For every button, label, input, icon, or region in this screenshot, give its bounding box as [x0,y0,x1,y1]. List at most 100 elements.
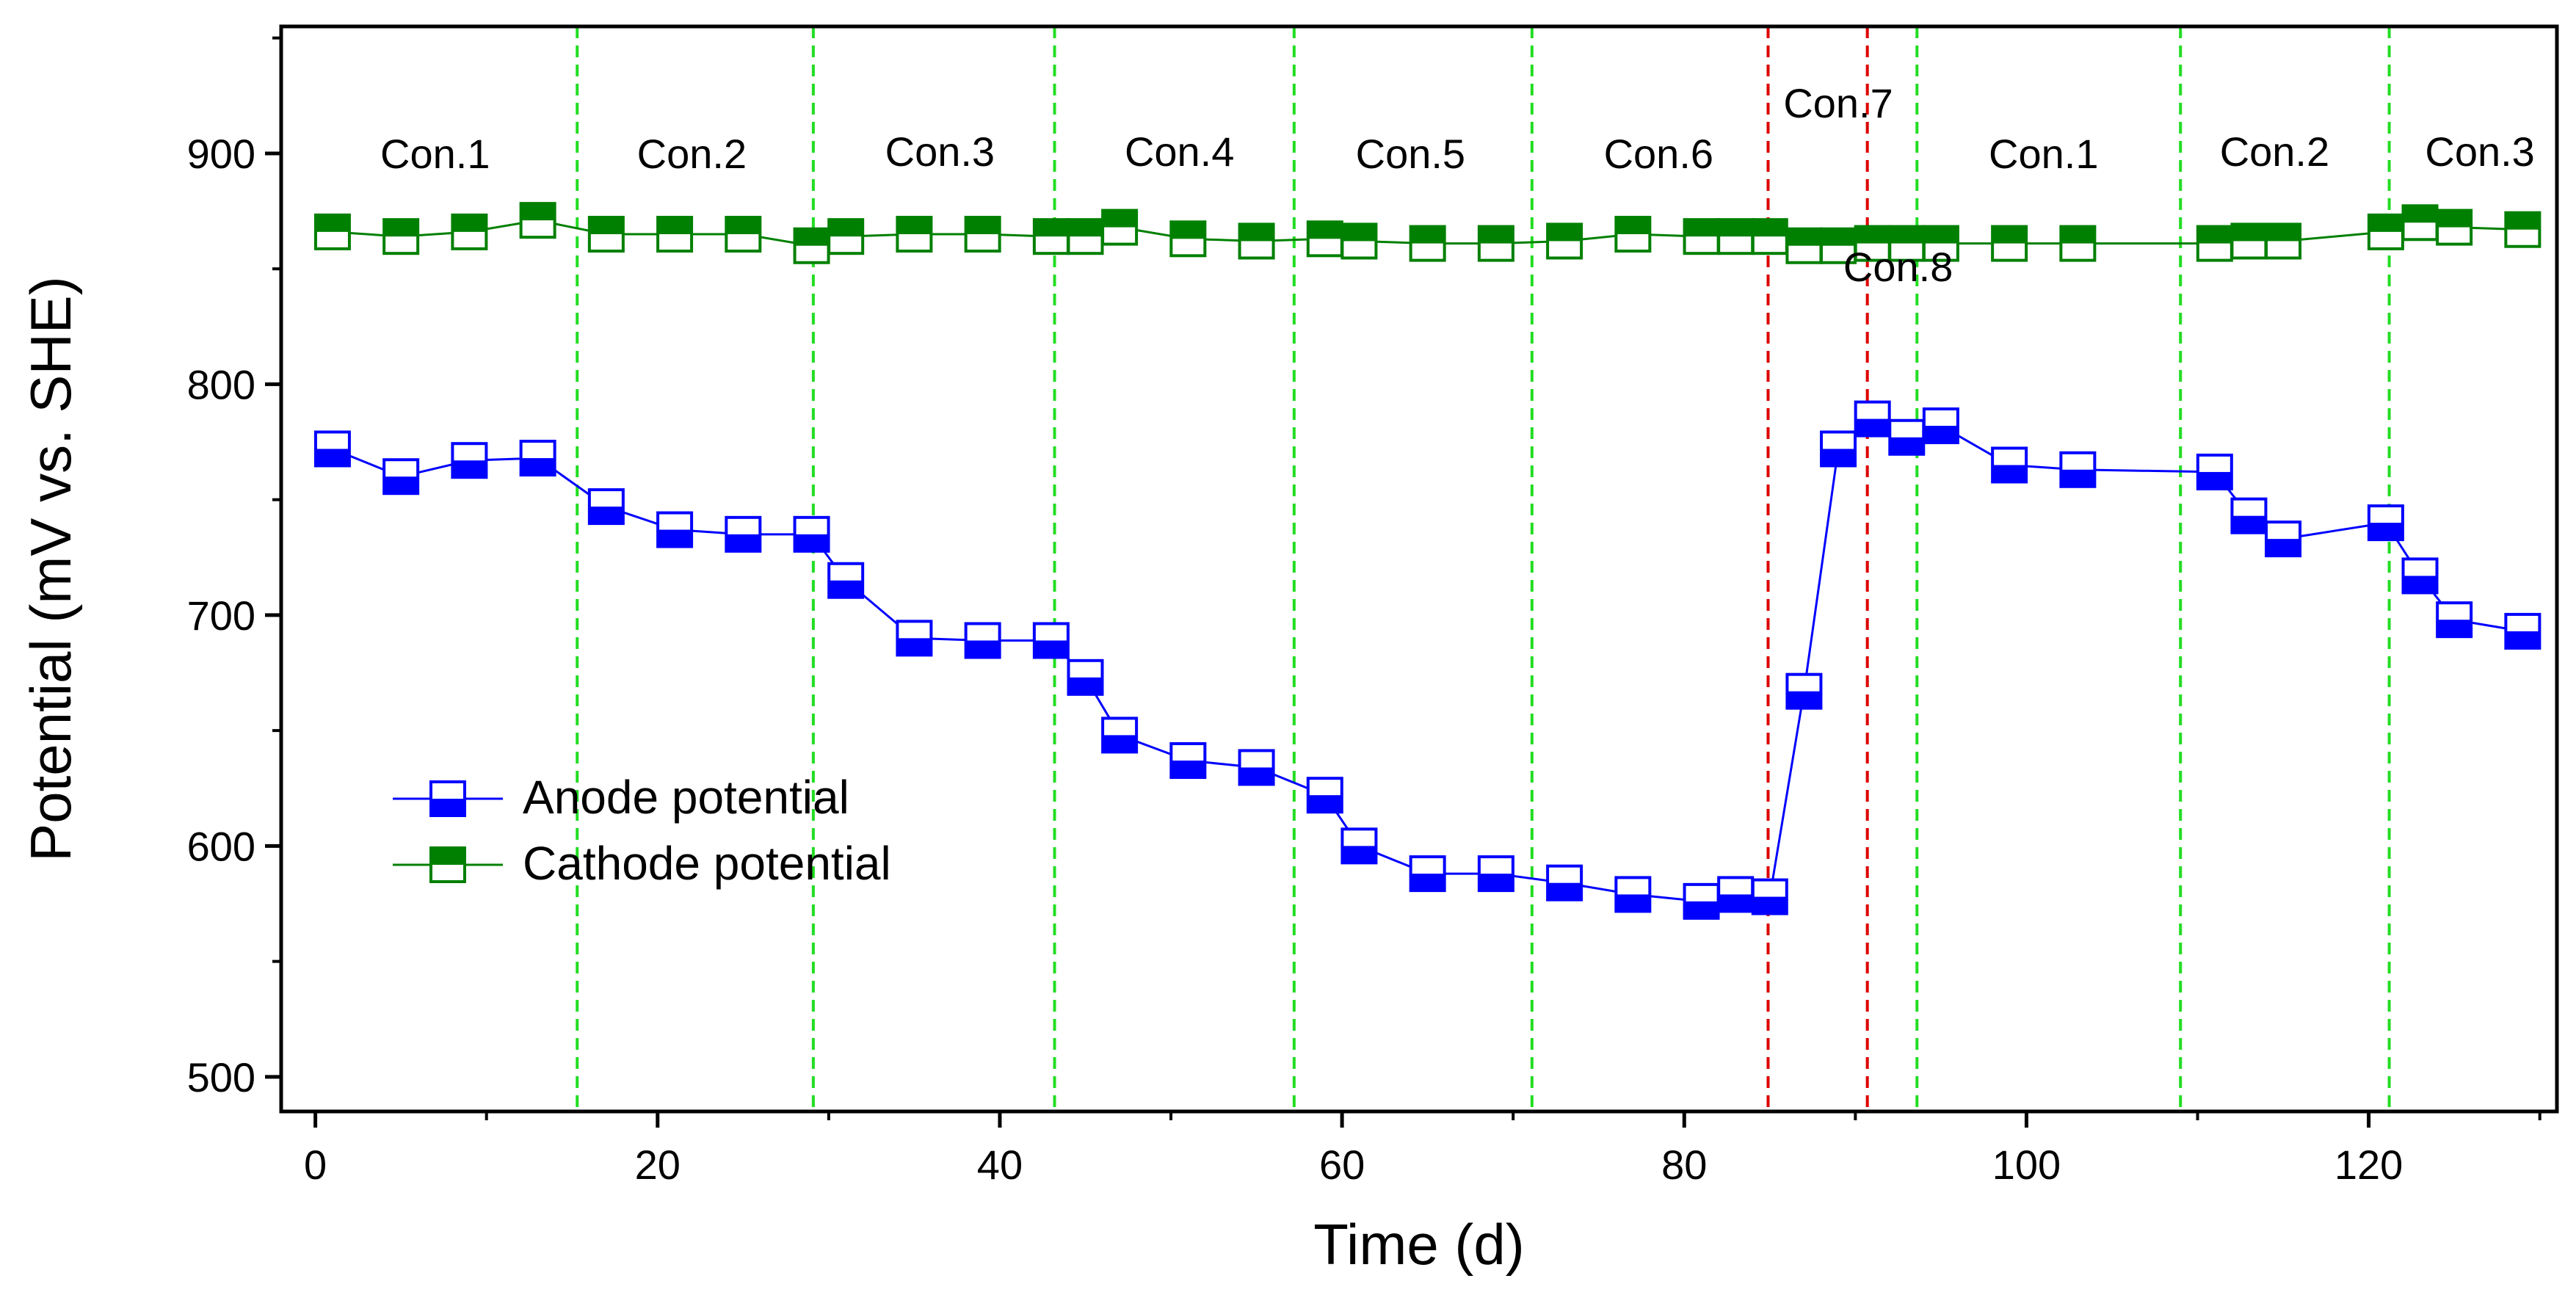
anode-point-marker [1067,659,1104,696]
cathode-point-marker-fill [1171,222,1205,239]
anode-point-marker [451,442,488,479]
anode-point-marker-fill [2266,539,2301,556]
anode-point-marker-border [1922,407,1959,445]
anode-point-marker-border [382,458,420,496]
anode-point-marker-fill [1684,901,1719,918]
cathode-point-marker [1888,225,1926,262]
cathode-point-marker-fill [520,203,555,221]
cathode-point-marker-border [2504,211,2541,248]
anode-point-marker-border [1067,659,1104,696]
x-tick-label: 40 [977,1142,1023,1188]
cathode-point-marker-border [656,216,694,253]
anode-legend-marker-border [429,780,466,817]
anode-point-marker-fill [2506,631,2540,648]
cathode-point-marker-fill [829,220,863,237]
anode-point-marker-border [587,488,625,526]
cathode-point-marker [1409,225,1446,262]
anode-point-marker-fill [1171,761,1205,778]
anode-point-marker-fill [384,476,418,494]
cathode-point-marker-fill [2061,226,2095,244]
anode-point-marker [1751,878,1788,915]
cathode-point-marker-fill [315,214,349,232]
anode-point-marker-border [1477,855,1514,893]
anode-point-marker-fill [1992,465,2027,482]
condition-label: Con.3 [2425,128,2534,175]
cathode-legend-label: Cathode potential [523,837,891,890]
anode-point-marker [896,620,933,657]
anode-point-marker [2059,451,2097,488]
anode-point-marker [2401,557,2439,595]
anode-point-marker [1854,400,1891,438]
anode-point-marker [382,458,420,496]
anode-point-marker-fill [1410,874,1445,891]
cathode-point-marker-fill [2266,224,2301,242]
cathode-point-marker-fill [1684,220,1719,237]
anode-point-marker-fill [658,529,692,547]
cathode-point-marker [1785,227,1823,264]
anode-point-marker-border [2504,612,2541,650]
anode-point-marker-border [827,562,865,599]
anode-point-marker [1169,742,1207,780]
anode-point-marker [1238,749,1275,786]
cathode-point-marker-border [1169,220,1207,258]
cathode-point-marker [1477,225,1514,262]
anode-point-marker [964,622,1001,659]
anode-point-marker-fill [2232,515,2266,533]
anode-point-marker-border [1032,622,1070,659]
anode-point-marker [2436,601,2473,639]
anode-point-marker-fill [2403,576,2437,593]
cathode-point-marker [827,218,865,255]
anode-point-marker [1785,672,1823,710]
anode-point-marker-border [1854,400,1891,438]
cathode-point-marker-fill [726,217,761,235]
x-tick-label: 0 [304,1142,327,1188]
anode-point-marker-border [1614,876,1652,913]
cathode-point-marker-border [1614,216,1652,253]
anode-point-marker [587,488,625,526]
cathode-point-marker-border [1340,222,1378,260]
anode-point-marker-fill [2061,469,2095,487]
cathode-point-marker-border [827,218,865,255]
anode-point-marker [1888,418,1926,456]
cathode-point-marker [725,216,762,253]
cathode-point-marker-fill [589,217,623,235]
anode-point-marker [1991,446,2028,484]
cathode-point-marker [2265,222,2302,260]
cathode-point-marker-fill [1616,217,1650,235]
cathode-point-marker-fill [1855,226,1890,244]
anode-point-marker-fill [1890,437,1924,454]
anode-point-marker-border [451,442,488,479]
anode-point-marker-border [2265,520,2302,558]
cathode-point-marker-border [1101,208,1139,246]
cathode-point-marker-fill [965,217,1000,235]
cathode-point-marker-fill [2506,212,2540,230]
cathode-point-marker [519,202,556,239]
cathode-point-marker [382,218,420,255]
cathode-point-marker [1032,218,1070,255]
anode-point-marker-fill [315,449,349,466]
y-axis-label: Potential (mV vs. SHE) [18,276,83,862]
cathode-point-marker-border [451,213,488,250]
anode-point-marker-border [2436,601,2473,639]
cathode-point-marker-fill [1068,220,1103,237]
anode-point-marker [1032,622,1070,659]
condition-label: Con.1 [380,131,490,177]
anode-point-marker [1306,777,1343,814]
cathode-point-marker [2436,208,2473,246]
cathode-point-marker-border [1546,222,1583,260]
anode-point-marker [725,515,762,553]
y-tick-label: 800 [187,361,255,407]
anode-point-marker-fill [1719,894,1753,912]
cathode-point-marker-border [725,216,762,253]
cathode-point-marker-fill [2403,206,2437,223]
cathode-point-marker-border [1477,225,1514,262]
cathode-legend-marker-border [429,846,466,883]
anode-point-marker [1101,717,1139,754]
cathode-point-marker-border [1238,222,1275,260]
anode-point-marker-fill [726,534,761,551]
condition-label: Con.7 [1783,80,1893,126]
anode-point-marker [793,515,830,553]
anode-point-marker [1683,882,1720,920]
anode-point-marker-fill [1342,846,1376,863]
cathode-point-marker-border [519,202,556,239]
